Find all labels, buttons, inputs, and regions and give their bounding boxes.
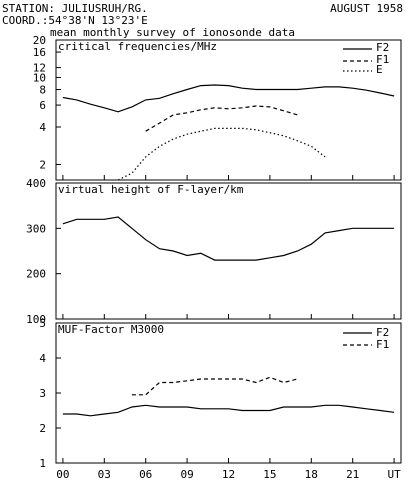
- station-label: STATION: JULIUSRUH/RG.: [2, 2, 148, 15]
- panel-1-frame: [55, 182, 402, 320]
- panel-0-series-F2-solid: [62, 84, 395, 113]
- panel-0-ytick-label: 10: [33, 71, 46, 84]
- panel-1-series-line-solid: [62, 216, 395, 261]
- x-tick-label: 18: [305, 468, 318, 480]
- panel-1-title: virtual height of F-layer/km: [58, 183, 244, 196]
- x-tick-label: 06: [139, 468, 152, 480]
- panel-0-ytick-label: 8: [39, 84, 46, 97]
- x-tick-label: 09: [180, 468, 193, 480]
- panel-2-legend-label: F2: [376, 326, 389, 339]
- panel-2-legend-label: F1: [376, 338, 389, 351]
- panel-0-legend-label: E: [376, 63, 383, 76]
- panel-2-series-F2-solid: [62, 404, 395, 417]
- panel-0-ytick-label: 4: [39, 121, 46, 134]
- panel-0-series-F1-dashed: [145, 105, 298, 132]
- panel-1-ytick-label: 300: [26, 222, 46, 235]
- panel-2-ytick-label: 1: [39, 457, 46, 470]
- x-tick-label: UT: [387, 468, 401, 480]
- panel-1-ytick-label: 400: [26, 177, 46, 190]
- panel-1-ytick-label: 200: [26, 268, 46, 281]
- panel-0-ytick-label: 12: [33, 62, 46, 75]
- panel-1-ytick-label: 100: [26, 313, 46, 326]
- panel-2-title: MUF-Factor M3000: [58, 323, 164, 336]
- subtitle-label: mean monthly survey of ionosonde data: [50, 26, 295, 39]
- coord-label: COORD.:54°38'N 13°23'E: [2, 14, 148, 27]
- panel-2-ytick-label: 4: [39, 352, 46, 365]
- x-tick-label: 12: [222, 468, 235, 480]
- x-tick-label: 00: [56, 468, 69, 480]
- panel-2-ytick-label: 3: [39, 387, 46, 400]
- panel-0-frame: [55, 39, 402, 181]
- panel-0-legend-label: F1: [376, 53, 389, 66]
- panel-2-series-F1-dashed: [131, 376, 298, 396]
- panel-0-ytick-label: 16: [33, 46, 46, 59]
- x-tick-label: 21: [346, 468, 359, 480]
- panel-0-ytick-label: 6: [39, 99, 46, 112]
- panel-0-ytick-label: 2: [39, 158, 46, 171]
- x-tick-label: 03: [98, 468, 111, 480]
- panel-0-series-E-dotted: [117, 127, 326, 181]
- panel-2-frame: [55, 322, 402, 464]
- date-label: AUGUST 1958: [330, 2, 403, 15]
- panel-0-title: critical frequencies/MHz: [58, 40, 217, 53]
- panel-2-ytick-label: 5: [39, 317, 46, 330]
- panel-0-ytick-label: 20: [33, 34, 46, 47]
- panel-2-ytick-label: 2: [39, 422, 46, 435]
- panel-0-legend-label: F2: [376, 41, 389, 54]
- x-tick-label: 15: [263, 468, 276, 480]
